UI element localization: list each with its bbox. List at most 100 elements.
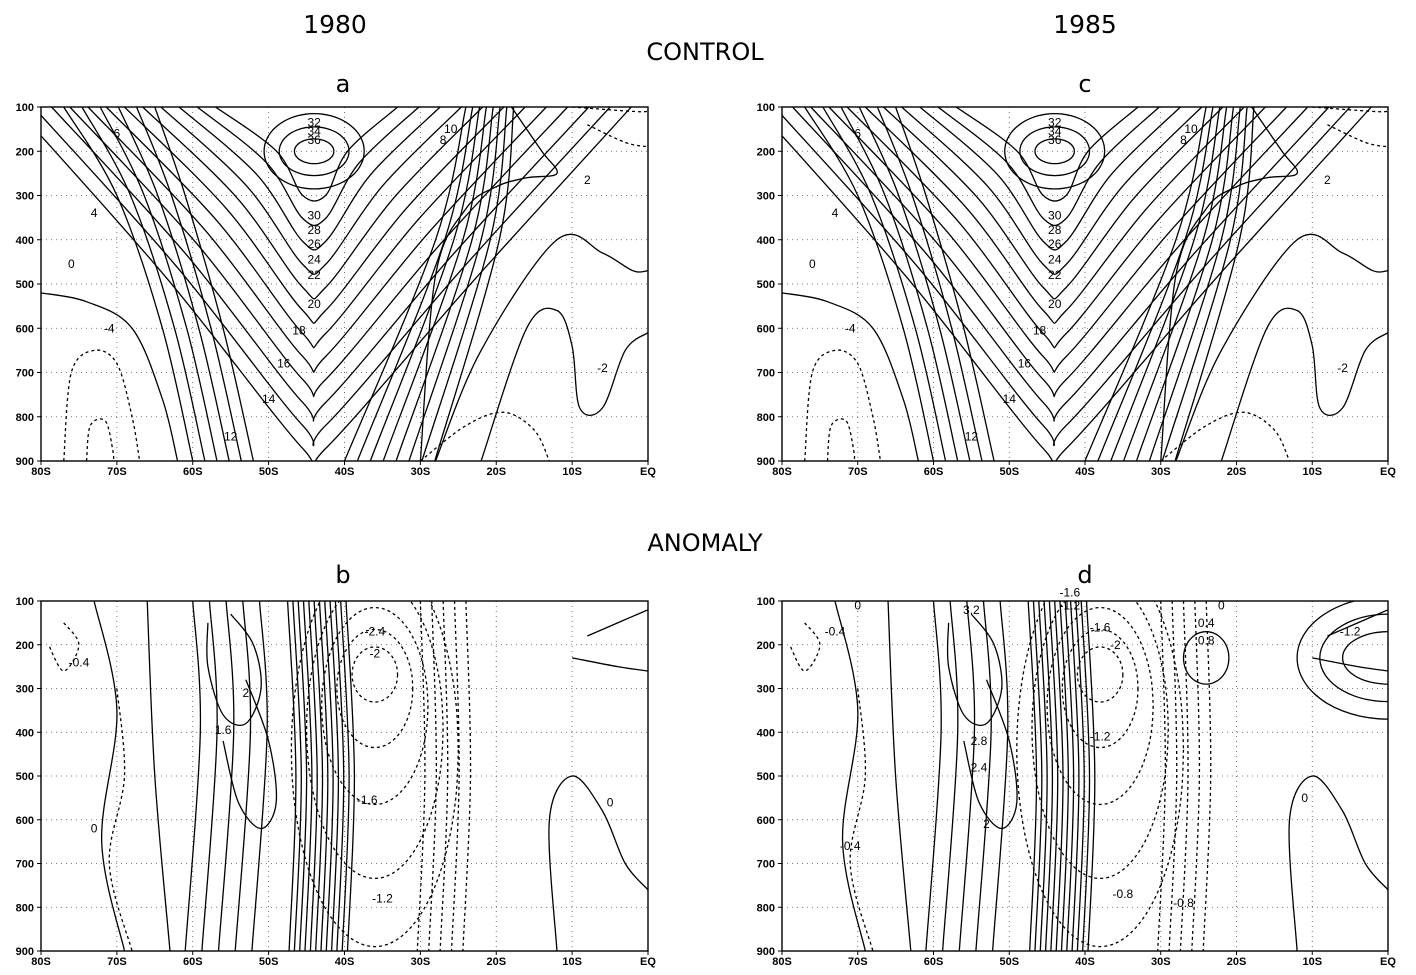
contour-line-negative	[826, 418, 856, 461]
contour-line	[41, 292, 179, 461]
contour-line	[480, 307, 648, 461]
contour-label: -1.2	[1060, 598, 1081, 612]
contour-line	[1019, 126, 1091, 177]
contour-line	[302, 601, 313, 951]
contour-line-negative	[462, 601, 472, 951]
contour-line-negative	[321, 606, 429, 806]
contour-line-negative	[1191, 601, 1201, 951]
contour-line-negative	[450, 601, 460, 951]
contour-line	[1312, 657, 1388, 672]
contour-line	[1110, 107, 1221, 461]
y-tick-label: 300	[757, 684, 775, 696]
contour-line-negative	[305, 601, 444, 879]
contour-line	[93, 601, 126, 951]
contour-label: 1.6	[215, 723, 232, 737]
contour-label: 2.8	[971, 734, 988, 748]
y-tick-label: 800	[757, 902, 775, 914]
contour-line	[63, 107, 194, 461]
contour-line	[154, 107, 255, 461]
contour-line	[1327, 609, 1388, 637]
contour-label: 12	[965, 430, 979, 444]
contour-line	[251, 601, 268, 951]
contour-line	[548, 775, 648, 951]
x-tick-label: 40S	[1075, 956, 1095, 968]
panel-letter-d: d	[1077, 561, 1092, 589]
y-tick-label: 900	[16, 456, 34, 468]
contour-label: 0	[854, 598, 861, 612]
contour-line	[864, 107, 1245, 324]
contour-line	[105, 107, 526, 349]
contour-line	[991, 601, 1009, 951]
contour-label: 0	[68, 257, 75, 271]
x-tick-label: 20S	[1227, 956, 1247, 968]
contour-line	[142, 107, 484, 300]
contour-label: -4	[845, 321, 856, 335]
x-tick-label: 20S	[486, 466, 506, 478]
contour-line-negative	[439, 601, 449, 951]
contour-line	[421, 107, 508, 461]
contour-label: 24	[307, 253, 321, 267]
contour-line	[160, 107, 462, 276]
contour-line	[263, 112, 365, 190]
contour-group	[789, 601, 1388, 951]
contour-label: -1.6	[357, 793, 378, 807]
contour-label: 4	[832, 206, 839, 220]
contour-label: 28	[1048, 223, 1062, 237]
contour-line	[887, 601, 912, 951]
contour-line	[840, 107, 959, 461]
contour-line	[184, 601, 202, 951]
contour-line-negative	[428, 601, 437, 951]
contour-line	[99, 107, 218, 461]
contour-line-negative	[351, 646, 399, 703]
contour-line	[1148, 107, 1241, 461]
contour-line	[822, 107, 947, 461]
contour-line-negative	[1168, 601, 1178, 951]
contour-line-negative	[419, 411, 550, 461]
x-tick-label: 30S	[1151, 466, 1171, 478]
x-tick-label: 50S	[259, 466, 279, 478]
panel-letter-b: b	[335, 561, 350, 589]
contour-line	[895, 107, 995, 461]
contour-label: 2.4	[971, 760, 988, 774]
contour-line	[1296, 601, 1388, 720]
contour-line	[1135, 107, 1235, 461]
x-tick-label: 30S	[411, 956, 431, 968]
contour-label: -0.4	[840, 839, 861, 853]
contour-line	[883, 107, 1224, 300]
contour-label: 26	[1048, 237, 1062, 251]
contour-label: 18	[1033, 323, 1047, 337]
contour-line	[1182, 631, 1230, 685]
y-tick-label: 400	[757, 727, 775, 739]
contour-label: -1.6	[1060, 585, 1081, 599]
x-tick-label: 70S	[848, 466, 868, 478]
contour-line	[782, 107, 1372, 461]
contour-line	[1161, 107, 1248, 461]
contour-line	[292, 601, 302, 951]
contour-label: 14	[262, 392, 276, 406]
y-tick-label: 100	[757, 102, 775, 114]
contour-line	[1160, 107, 1299, 461]
contour-line	[201, 601, 218, 951]
contour-line	[408, 107, 501, 461]
y-tick-label: 200	[16, 640, 34, 652]
contour-line	[318, 601, 329, 951]
contour-label: 26	[307, 237, 321, 251]
contour-line-negative	[572, 107, 648, 113]
contour-line	[1043, 601, 1054, 951]
contour-line-negative	[48, 622, 80, 672]
y-tick-label: 500	[757, 279, 775, 291]
x-tick-label: 10S	[1302, 956, 1322, 968]
contour-line	[810, 107, 1309, 398]
contour-line	[975, 601, 992, 951]
contour-line	[329, 601, 340, 951]
contour-label: -2	[597, 361, 608, 375]
y-tick-label: 800	[16, 902, 34, 914]
contour-line	[308, 601, 318, 951]
year-label-right: 1985	[1053, 10, 1117, 39]
contour-line	[1174, 107, 1255, 461]
contour-label: 10	[444, 122, 458, 136]
y-tick-label: 500	[16, 279, 34, 291]
y-tick-label: 200	[757, 146, 775, 158]
contour-label: 2	[243, 686, 250, 700]
